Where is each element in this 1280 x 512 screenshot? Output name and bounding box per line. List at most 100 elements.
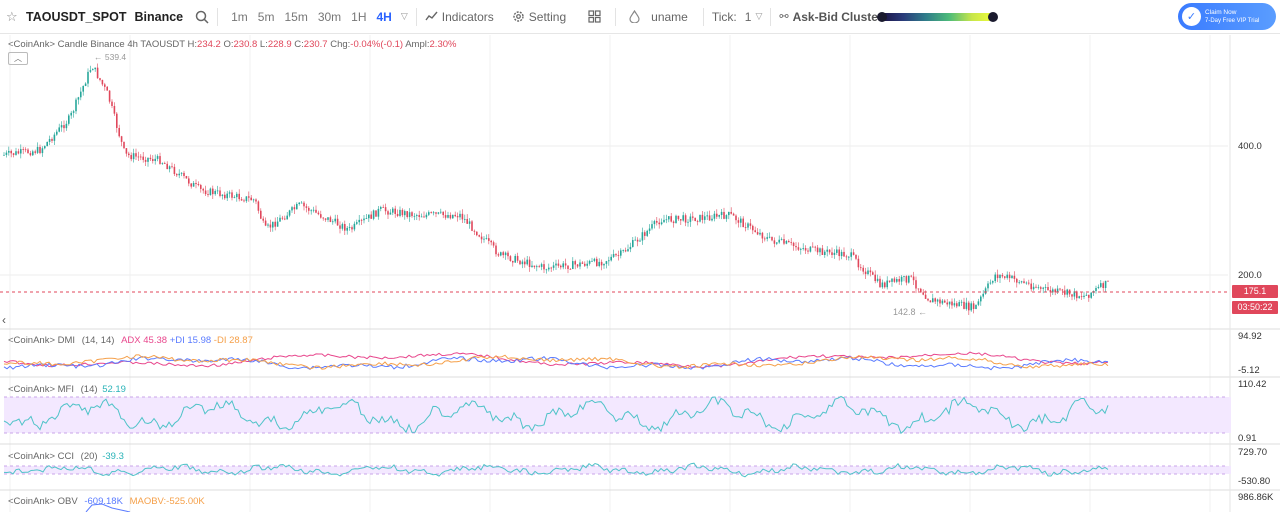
indicators-button[interactable]: Indicators (425, 10, 494, 24)
slider-handle-left[interactable] (877, 12, 887, 22)
chart-canvas[interactable] (0, 35, 1280, 512)
uname-label[interactable]: uname (651, 9, 688, 24)
candle-body (903, 276, 905, 277)
candle-body (509, 256, 512, 261)
favorite-star-icon[interactable]: ☆ (6, 8, 18, 24)
candle-body (310, 210, 312, 212)
timeframe-15m[interactable]: 15m (284, 9, 308, 24)
candle-body (884, 282, 886, 288)
candle-body (958, 302, 960, 307)
candle-body (584, 263, 586, 266)
timeframe-4h[interactable]: 4H (376, 9, 392, 24)
candle-body (375, 210, 377, 217)
legend-collapse-button[interactable]: ︿ (8, 52, 28, 65)
candle-body (209, 188, 212, 196)
candle-body (382, 207, 384, 208)
layout-grid-icon[interactable] (588, 10, 601, 23)
candle-body (651, 224, 653, 229)
obv-legend: <CoinAnk> OBV -609.18K MAOBV:-525.00K (8, 496, 205, 507)
candle-body (392, 208, 394, 213)
timeframe-1h[interactable]: 1H (351, 9, 367, 24)
candle-body (519, 260, 521, 265)
candle-body (684, 215, 687, 223)
candle-body (327, 217, 329, 220)
candle-body (900, 276, 903, 282)
tick-dropdown-icon[interactable]: ▽ (755, 11, 763, 21)
cci-line (3, 462, 1109, 478)
search-icon[interactable] (195, 10, 209, 24)
low-value: 228.9 (267, 39, 292, 50)
candle-body (569, 268, 572, 270)
candle-body (552, 265, 555, 268)
candle-body (384, 207, 387, 212)
candle-body (123, 141, 125, 149)
vip-trial-promo[interactable]: ✓ Claim Now 7-Day Free VIP Trial (1178, 3, 1276, 30)
scroll-left-icon[interactable]: ‹ (2, 313, 6, 327)
candle-body (824, 251, 826, 256)
candle-body (860, 267, 862, 269)
candle-body (658, 222, 660, 225)
candle-body (248, 196, 250, 198)
timeframe-30m[interactable]: 30m (317, 9, 342, 24)
candle-body (627, 249, 629, 252)
candle-body (1032, 286, 1035, 290)
slider-handle-right[interactable] (988, 12, 998, 22)
candle-body (329, 217, 332, 222)
candle-body (68, 115, 70, 124)
timeframe-dropdown-icon[interactable]: ▽ (400, 11, 408, 21)
candle-body (687, 221, 689, 223)
candle-body (809, 246, 812, 252)
candle-body (190, 183, 192, 187)
candle-body (461, 213, 464, 220)
candle-body (776, 242, 778, 244)
timeframe-5m[interactable]: 5m (257, 9, 275, 24)
candle-body (788, 240, 790, 243)
candle-body (29, 153, 32, 156)
mfi-label: <CoinAnk> MFI (8, 384, 74, 395)
candle-body (696, 221, 699, 222)
candle-body (24, 149, 27, 151)
candle-body (315, 209, 317, 213)
candle-body (188, 178, 190, 184)
candle-body (260, 210, 262, 219)
candle-body (1107, 280, 1109, 282)
candle-body (120, 136, 123, 142)
candle-body (149, 157, 152, 160)
price-level-200: 200.0 (1238, 270, 1262, 281)
candle-body (480, 236, 483, 240)
candle-body (1088, 294, 1090, 298)
candle-body (104, 84, 106, 87)
candle-body (783, 239, 785, 244)
candle-body (718, 214, 720, 217)
candle-body (1073, 291, 1076, 297)
min-price-marker: 142.8 ← (893, 307, 928, 317)
candle-body (524, 261, 526, 265)
candle-body (579, 262, 581, 267)
candle-body (608, 260, 610, 262)
symbol-name[interactable]: TAOUSDT_SPOT (26, 9, 127, 24)
candle-body (288, 210, 291, 216)
dmi-label: <CoinAnk> DMI (8, 335, 76, 346)
candle-body (620, 250, 622, 256)
candle-body (819, 248, 821, 253)
heatmap-color-slider[interactable] (877, 12, 998, 22)
candle-body (845, 256, 848, 258)
candle-body (581, 262, 584, 264)
candle-body (908, 275, 910, 283)
candle-body (144, 159, 147, 162)
candle-body (274, 221, 276, 227)
tick-value[interactable]: 1 (744, 9, 752, 24)
candle-body (968, 302, 970, 311)
candle-body (987, 283, 989, 289)
setting-button[interactable]: Setting (512, 10, 566, 24)
candle-body (399, 209, 401, 216)
timeframe-1m[interactable]: 1m (231, 9, 248, 24)
drop-icon[interactable] (628, 10, 641, 23)
candle-body (572, 261, 574, 270)
candle-body (394, 208, 396, 214)
candle-body (365, 218, 368, 220)
candle-body (653, 221, 656, 225)
candle-body (833, 252, 836, 255)
candle-body (212, 188, 214, 195)
candle-body (464, 218, 466, 220)
